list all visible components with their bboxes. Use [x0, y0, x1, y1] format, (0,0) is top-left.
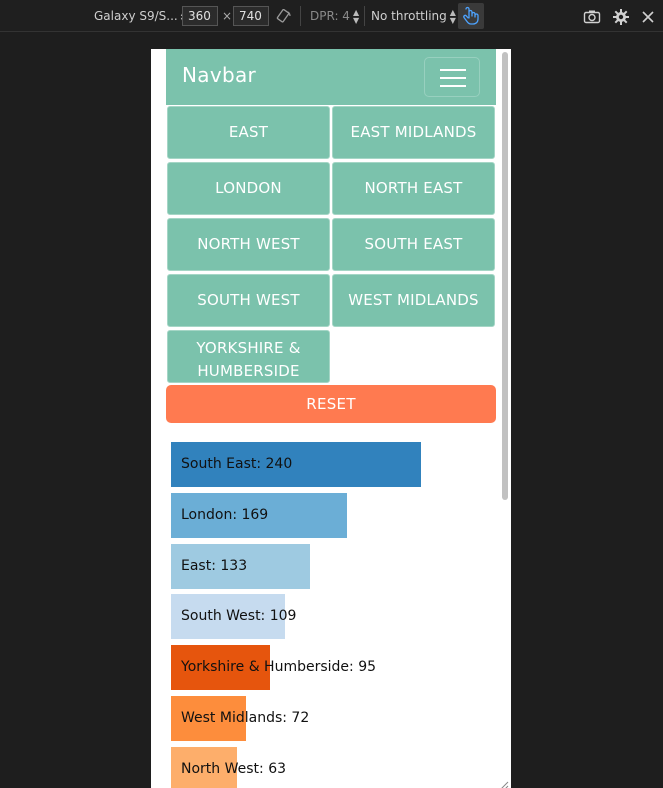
toolbar-divider: [300, 6, 301, 26]
bar-label: Yorkshire & Humberside: 95: [181, 659, 377, 675]
dpr-label: DPR: 4: [310, 9, 350, 23]
viewport-width-input[interactable]: 360: [182, 6, 218, 26]
navbar-brand[interactable]: Navbar: [182, 63, 257, 87]
bar-label: West Midlands: 72: [181, 710, 310, 726]
hand-pointer-icon: [463, 6, 479, 25]
viewport-scrollbar[interactable]: [502, 52, 508, 500]
close-icon[interactable]: [641, 0, 655, 32]
select-arrows-icon: ▲▼: [352, 7, 360, 25]
device-select-label: Galaxy S9/S...: [94, 9, 178, 23]
bar-label: South West: 109: [181, 608, 297, 624]
region-button-south-west[interactable]: SOUTH WEST: [167, 274, 330, 327]
region-button-east-midlands[interactable]: EAST MIDLANDS: [332, 106, 495, 159]
region-button-south-east[interactable]: SOUTH EAST: [332, 218, 495, 271]
bar-label: North West: 63: [181, 761, 287, 777]
touch-simulation-button[interactable]: [458, 3, 484, 29]
device-select[interactable]: Galaxy S9/S...▲▼: [94, 0, 187, 32]
bar-south-east[interactable]: [171, 442, 421, 487]
rotate-icon[interactable]: [276, 0, 296, 32]
settings-gear-icon[interactable]: [612, 0, 630, 32]
bar-west-midlands[interactable]: [171, 696, 246, 741]
region-button-west-midlands[interactable]: WEST MIDLANDS: [332, 274, 495, 327]
bar-yorkshire-humberside[interactable]: [171, 645, 270, 690]
dimension-separator: ×: [222, 9, 233, 23]
toolbar-divider: [364, 6, 365, 26]
select-arrows-icon: ▲▼: [449, 7, 456, 25]
bar-east[interactable]: [171, 544, 310, 589]
throttling-label: No throttling: [371, 9, 447, 23]
bar-label: London: 169: [181, 507, 269, 523]
viewport-height-input[interactable]: 740: [233, 6, 269, 26]
region-button-north-east[interactable]: NORTH EAST: [332, 162, 495, 215]
resize-handle-icon[interactable]: [497, 776, 509, 788]
bar-north-west[interactable]: [171, 747, 237, 788]
throttling-select[interactable]: No throttling ▲ ▼: [371, 0, 456, 32]
bar-south-west[interactable]: [171, 594, 285, 639]
reset-button[interactable]: RESET: [166, 385, 496, 423]
dpr-select[interactable]: DPR: 4 ▲ ▼: [310, 0, 359, 32]
region-button-london[interactable]: LONDON: [167, 162, 330, 215]
screenshot-camera-icon[interactable]: [583, 0, 601, 32]
navbar-toggler-button[interactable]: [424, 57, 480, 97]
bar-london[interactable]: [171, 493, 347, 538]
navbar: Navbar: [166, 49, 496, 105]
devtools-toolbar: Galaxy S9/S...▲▼ 360 × 740 DPR: 4▲▼ No t…: [0, 0, 663, 32]
region-button-east[interactable]: EAST: [167, 106, 330, 159]
region-bar-chart: South East: 240 London: 169 East: 133 South…: [171, 442, 501, 788]
bar-label: South East: 240: [181, 456, 293, 472]
bar-label: East: 133: [181, 558, 248, 574]
region-button-north-west[interactable]: NORTH WEST: [167, 218, 330, 271]
device-viewport: Navbar EAST EAST MIDLANDS LONDON NORTH E…: [151, 49, 511, 788]
region-button-yorkshire-humberside[interactable]: YORKSHIRE & HUMBERSIDE: [167, 330, 330, 383]
